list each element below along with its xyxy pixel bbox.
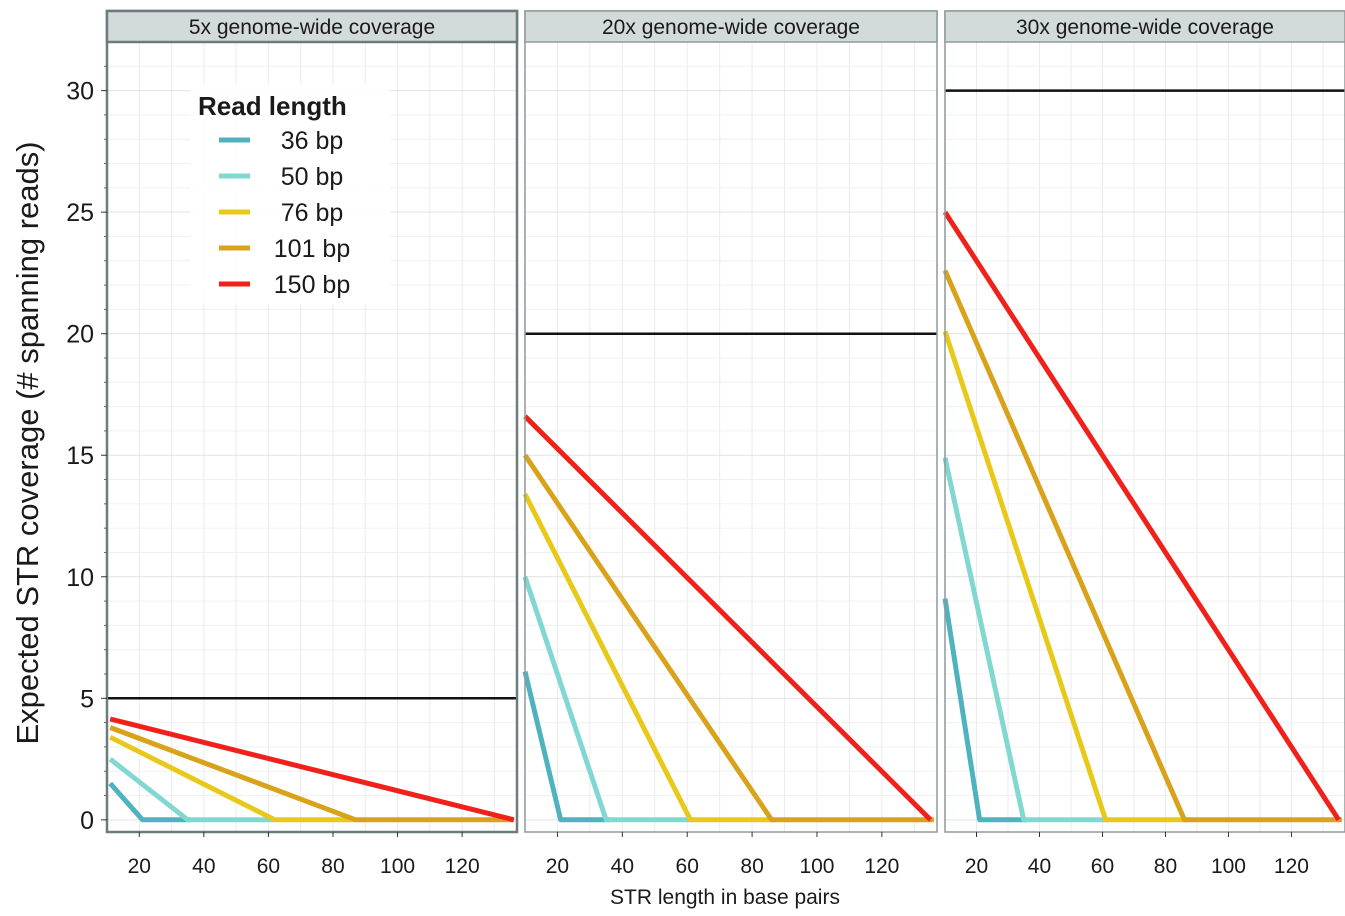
panel-strip bbox=[524, 10, 938, 43]
y-tick-label: 10 bbox=[66, 564, 94, 592]
x-tick-label: 20 bbox=[546, 855, 569, 878]
series-line-150bp bbox=[523, 414, 933, 822]
panel-30x: 30x genome-wide coverage bbox=[942, 10, 1345, 833]
panel-title: 5x genome-wide coverage bbox=[189, 16, 435, 39]
series-line-76bp bbox=[522, 492, 775, 823]
y-tick-label: 15 bbox=[66, 442, 94, 470]
series-line-76bp bbox=[109, 734, 356, 823]
x-tick-label: 80 bbox=[321, 855, 344, 878]
legend-label: 36 bp bbox=[281, 127, 344, 155]
panel-strip bbox=[105, 9, 519, 44]
legend-background bbox=[190, 84, 390, 304]
series-line-50bp bbox=[108, 757, 275, 823]
x-tick-label: 120 bbox=[445, 855, 480, 878]
panel-border bbox=[524, 10, 938, 833]
panel-title: 30x genome-wide coverage bbox=[1016, 16, 1274, 39]
x-tick-label: 80 bbox=[1154, 855, 1177, 878]
series-line-36bp bbox=[942, 598, 1027, 823]
y-tick-label: 25 bbox=[66, 199, 94, 227]
series-line-36bp bbox=[108, 781, 191, 823]
panel-20x: 20x genome-wide coverage bbox=[522, 10, 938, 833]
series-line-150bp bbox=[109, 716, 515, 823]
y-axis-title: Expected STR coverage (# spanning reads) bbox=[10, 141, 45, 744]
x-tick-label: 100 bbox=[1211, 855, 1246, 878]
panel-strip bbox=[944, 10, 1345, 43]
axes-layer: 20 40 60 80 100 120 20 40 60 80 100 120 20 40 60 80 100 1… bbox=[66, 65, 1309, 878]
x-tick-label: 60 bbox=[1091, 855, 1114, 878]
x-tick-label: 80 bbox=[740, 855, 763, 878]
x-tick-label: 60 bbox=[676, 855, 699, 878]
series-line-50bp bbox=[942, 457, 1109, 823]
x-tick-label: 100 bbox=[380, 855, 415, 878]
y-tick-label: 20 bbox=[66, 321, 94, 349]
x-tick-label: 120 bbox=[1274, 855, 1309, 878]
x-tick-label: 20 bbox=[965, 855, 988, 878]
series-line-101bp bbox=[942, 269, 1342, 823]
y-tick-label: 30 bbox=[66, 78, 94, 106]
x-axis-title: STR length in base pairs bbox=[610, 886, 840, 909]
legend-label: 76 bp bbox=[281, 199, 344, 227]
x-tick-label: 20 bbox=[128, 855, 151, 878]
legend-label: 150 bp bbox=[274, 271, 350, 299]
x-tick-label: 40 bbox=[611, 855, 634, 878]
y-tick-label: 5 bbox=[80, 685, 94, 713]
panel-border bbox=[944, 10, 1345, 833]
series-line-101bp bbox=[109, 725, 514, 823]
series-line-50bp bbox=[522, 576, 694, 823]
series-line-101bp bbox=[522, 453, 934, 823]
legend: Read length 36 bp 50 bp 76 bp 101 bp 150 bp bbox=[190, 84, 390, 304]
x-tick-label: 100 bbox=[799, 855, 834, 878]
x-tick-label: 40 bbox=[192, 855, 215, 878]
legend-label: 101 bp bbox=[274, 235, 350, 263]
series-line-76bp bbox=[942, 330, 1188, 823]
x-tick-label: 60 bbox=[257, 855, 280, 878]
legend-label: 50 bp bbox=[281, 163, 344, 191]
y-tick-label: 0 bbox=[80, 807, 94, 835]
legend-title: Read length bbox=[198, 91, 347, 121]
series-line-150bp bbox=[942, 210, 1341, 822]
panel-title: 20x genome-wide coverage bbox=[602, 16, 860, 39]
x-tick-label: 40 bbox=[1028, 855, 1051, 878]
x-tick-label: 120 bbox=[864, 855, 899, 878]
panels-layer: 5x genome-wide coverage 20x genome-wide c… bbox=[105, 9, 1345, 834]
series-line-36bp bbox=[522, 671, 610, 823]
